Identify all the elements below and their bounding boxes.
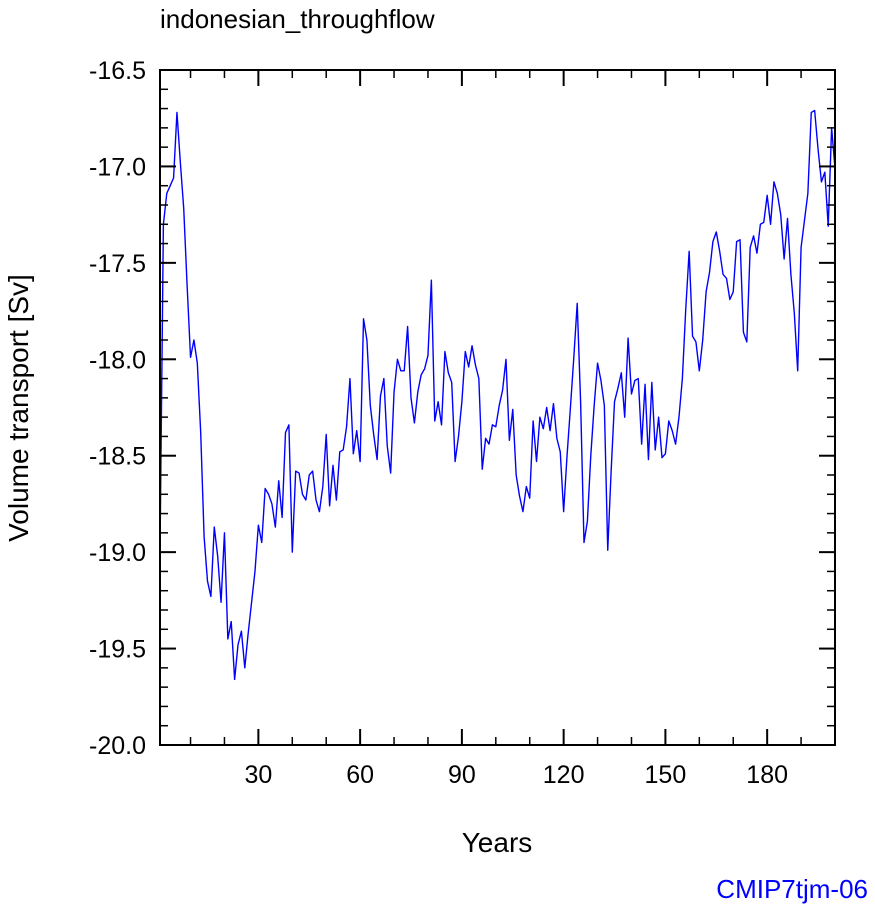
data-lines <box>159 109 836 681</box>
x-tick-label: 30 <box>244 761 272 789</box>
chart-title: indonesian_throughflow <box>160 4 435 34</box>
x-axis-label: Years <box>462 827 533 858</box>
model-run-label: CMIP7tjm-06 <box>716 874 868 904</box>
x-tick-label: 150 <box>645 761 687 789</box>
y-axis-label: Volume transport [Sv] <box>3 274 34 542</box>
y-tick-label: -16.5 <box>89 57 146 85</box>
y-tick-label: -19.0 <box>89 539 146 567</box>
x-tick-label: 120 <box>543 761 585 789</box>
x-tick-label: 90 <box>448 761 476 789</box>
y-tick-label: -18.5 <box>89 443 146 471</box>
x-tick-label: 60 <box>346 761 374 789</box>
x-tick-label: 180 <box>746 761 788 789</box>
y-tick-label: -20.0 <box>89 732 146 760</box>
series-line-1 <box>159 109 836 681</box>
y-tick-label: -17.5 <box>89 250 146 278</box>
y-tick-label: -17.0 <box>89 153 146 181</box>
axis-ticks <box>160 69 836 746</box>
plot-frame <box>159 69 836 746</box>
tick-labels: 30 60 90 120 150 180 -20.0 -19.5 -19.0 -18.5 -18.0… <box>89 57 788 789</box>
y-tick-label: -18.0 <box>89 346 146 374</box>
y-tick-label: -19.5 <box>89 636 146 664</box>
